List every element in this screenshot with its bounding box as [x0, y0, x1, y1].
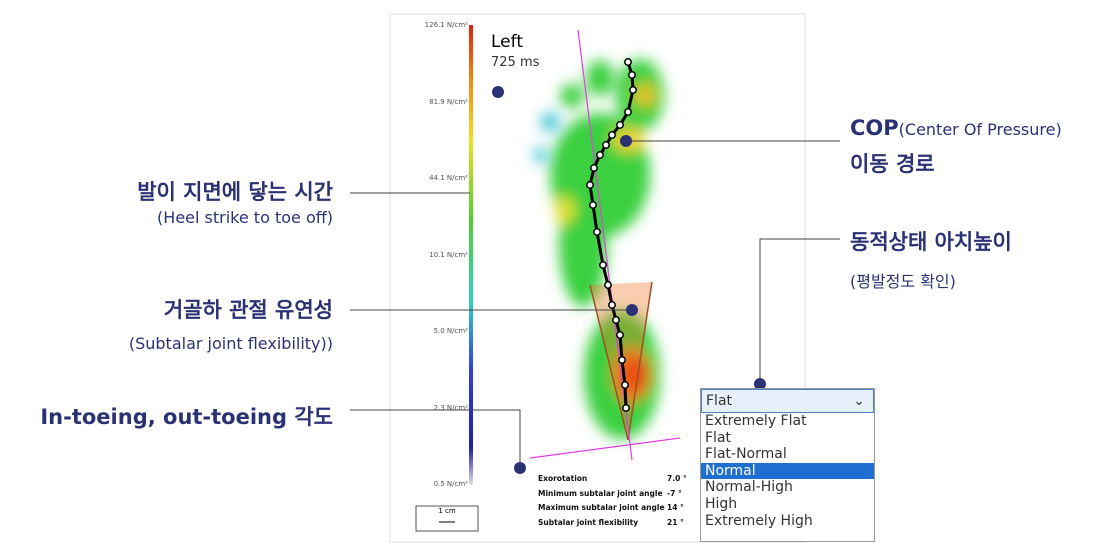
- foot-axis: [529, 437, 681, 459]
- subtalar-subtitle: (Subtalar joint flexibility)): [128, 334, 333, 353]
- result-label: Exorotation: [538, 474, 588, 483]
- cop-point: [599, 261, 607, 269]
- result-value: 7.0 °: [667, 474, 687, 483]
- leader-lines: [350, 86, 840, 474]
- cop-point: [596, 151, 604, 159]
- scale-label: 44.1 N/cm²: [429, 174, 468, 182]
- result-value: -7 °: [667, 488, 682, 498]
- contact-title: 발이 지면에 닿는 시간: [137, 180, 333, 204]
- cop-point: [590, 164, 598, 172]
- cop-point: [604, 281, 612, 289]
- cop-line2: 이동 경로: [850, 152, 935, 176]
- scale-label: 0.5 N/cm²: [433, 480, 468, 488]
- cop-point: [624, 108, 632, 116]
- toeing-title: In-toeing, out-toeing 각도: [40, 405, 333, 429]
- dropdown-option[interactable]: Extremely Flat: [705, 413, 807, 429]
- scale-label: 126.1 N/cm²: [424, 21, 468, 29]
- arch-dropdown[interactable]: Flat ⌄ Extremely Flat Flat Flat-Normal Norma…: [700, 388, 875, 542]
- cop-abbr: COP: [850, 116, 899, 140]
- result-label: Subtalar joint flexibility: [538, 517, 639, 527]
- cop-point: [608, 131, 616, 139]
- cop-point: [616, 331, 624, 339]
- arch-title: 동적상태 아치높이: [850, 230, 1012, 254]
- scale-label: 10.1 N/cm²: [429, 250, 468, 259]
- selected-value: Flat: [706, 393, 733, 409]
- subtalar-title: 거골하 관절 유연성: [163, 298, 333, 322]
- scale-label: 81.9 N/cm²: [429, 97, 468, 106]
- cop-full: (Center Of Pressure): [898, 120, 1062, 139]
- result-value: 14 °: [667, 503, 684, 512]
- dropdown-option[interactable]: Extremely High: [705, 512, 813, 529]
- scale-label: 5.0 N/cm²: [433, 327, 468, 335]
- cop-point: [586, 181, 594, 189]
- result-label: Maximum subtalar joint angle: [538, 503, 665, 512]
- cop-point: [589, 201, 597, 209]
- cop-point: [602, 141, 610, 149]
- cop-title: COP(Center Of Pressure): [850, 116, 1062, 140]
- dropdown-selected[interactable]: Flat ⌄: [701, 389, 874, 413]
- scale-label: 2.3 N/cm²: [433, 403, 468, 412]
- cop-point: [622, 404, 630, 412]
- arch-subtitle: (평발정도 확인): [850, 272, 956, 291]
- dropdown-option[interactable]: Normal-High: [705, 479, 793, 496]
- dropdown-option[interactable]: Flat-Normal: [705, 446, 787, 463]
- result-label: Minimum subtalar joint angle: [538, 488, 663, 498]
- color-bar: [469, 25, 473, 485]
- dropdown-arrow: ⌄: [853, 393, 865, 409]
- angle-line: [627, 281, 653, 441]
- cop-point: [621, 381, 629, 389]
- cop-point: [618, 356, 626, 364]
- cop-point: [608, 301, 616, 309]
- dropdown-option[interactable]: Flat: [705, 429, 732, 446]
- dropdown-option[interactable]: High: [705, 495, 738, 512]
- cop-point: [616, 121, 624, 129]
- cop-point: [593, 228, 601, 236]
- cop-point: [628, 71, 636, 79]
- duration-label: 725 ms: [491, 55, 540, 70]
- contact-subtitle: (Heel strike to toe off): [157, 208, 333, 227]
- dropdown-option[interactable]: Normal: [701, 462, 874, 480]
- angle-line: [589, 284, 629, 441]
- scale-bar-label: 1 cm: [438, 507, 456, 515]
- cop-point: [624, 58, 632, 66]
- result-value: 21 °: [667, 517, 684, 527]
- cop-point: [629, 86, 637, 94]
- scale-box: [415, 505, 479, 532]
- side-label: Left: [491, 32, 523, 52]
- cop-point: [612, 316, 620, 324]
